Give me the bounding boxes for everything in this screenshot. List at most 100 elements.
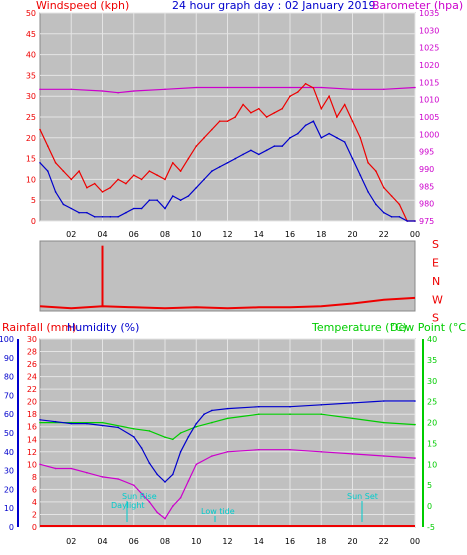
tick-label-humidity: 0	[9, 523, 14, 532]
annotation-sun-set: Sun Set	[347, 492, 378, 501]
windgust-line-point	[164, 178, 166, 181]
windgust-line-point	[218, 120, 221, 122]
tick-label-barometer: 1000	[419, 130, 439, 139]
windgust-line-point	[351, 120, 354, 122]
windspeed-line-point	[187, 195, 190, 197]
tick-label-hour: 08	[160, 230, 170, 239]
tick-label-hour: 16	[285, 537, 295, 546]
windgust-line-point	[140, 178, 143, 181]
windgust-line-point	[187, 157, 190, 160]
tick-label-temperature: 25	[427, 398, 437, 407]
annotation-low-tide: Low tide	[201, 507, 235, 516]
humidity-line	[39, 400, 415, 483]
windspeed-line-point	[406, 220, 409, 222]
tick-label-hour: 02	[66, 537, 76, 546]
tick-label-windspeed: 25	[26, 113, 36, 122]
tick-label-hour: 00	[410, 230, 420, 239]
windgust-line-point	[289, 95, 291, 97]
barometer-line-point	[289, 86, 291, 89]
tick-label-windspeed: 35	[26, 71, 36, 80]
tick-label-windspeed: 30	[26, 92, 36, 101]
windgust-line-point	[336, 116, 338, 118]
windgust-line-point	[179, 170, 182, 172]
windgust-line-point	[383, 186, 385, 189]
windgust-line-point	[304, 82, 307, 85]
humidity-line-point	[179, 451, 182, 453]
windspeed-line-point	[156, 199, 158, 201]
windspeed-line-point	[172, 195, 174, 197]
windgust-line-point	[398, 203, 401, 206]
windspeed-line-point	[133, 207, 135, 210]
windspeed-line-point	[226, 162, 229, 164]
tick-label-windspeed: 40	[26, 51, 36, 60]
windspeed-line-point	[39, 162, 41, 164]
windgust-line-point	[93, 182, 96, 185]
temperature-line-point	[289, 413, 291, 416]
tick-label-hour: 10	[191, 537, 201, 546]
barometer-axis-label: Barometer (hpa)	[372, 0, 463, 12]
tick-label-hour: 22	[379, 230, 389, 239]
windspeed-line-point	[336, 137, 338, 139]
windspeed-line-point	[211, 170, 213, 172]
temperature-line-point	[133, 428, 135, 430]
direction-label: E	[432, 256, 439, 269]
windspeed-line-point	[328, 132, 330, 135]
windgust-line-point	[320, 107, 323, 110]
tick-label-humidity: 10	[4, 504, 14, 513]
humidity-line-point	[320, 404, 323, 406]
windgust-line-point	[148, 170, 151, 172]
tick-label-barometer: 1030	[419, 26, 439, 35]
tick-label-hour: 14	[254, 537, 264, 546]
dewpoint-line-point	[156, 511, 158, 514]
temperature-line-point	[226, 417, 229, 420]
dewpoint-line-point	[226, 451, 229, 453]
tick-label-humidity: 80	[4, 373, 14, 382]
tick-label-barometer: 1020	[419, 61, 439, 70]
barometer-line	[40, 86, 416, 94]
tick-label-rainfall: 12	[27, 448, 37, 457]
windgust-line-point	[133, 174, 135, 176]
windgust-line-point	[117, 178, 119, 181]
humidity-line-point	[195, 422, 198, 425]
windspeed-line-point	[86, 211, 88, 214]
humidity-axis-label: Humidity (%)	[67, 321, 139, 334]
dewpoint-line-point	[383, 455, 385, 457]
direction-label: S	[432, 238, 439, 251]
windspeed-line-point	[117, 216, 119, 218]
windspeed-line-point	[343, 141, 346, 143]
tick-label-windspeed: 15	[26, 155, 36, 164]
humidity-line-point	[70, 422, 73, 425]
barometer-line-point	[414, 86, 416, 89]
temperature-line-point	[258, 413, 260, 416]
windgust-line-point	[70, 178, 73, 181]
barometer-line-point	[117, 91, 119, 94]
dewpoint-line-point	[148, 501, 151, 503]
barometer-line-point	[320, 86, 323, 89]
tick-label-temperature: 30	[427, 377, 437, 386]
direction-panel	[39, 240, 416, 312]
tick-label-rainfall: 4	[32, 498, 37, 507]
windspeed-line-point	[203, 178, 205, 181]
windgust-line-point	[62, 170, 65, 172]
temperature-line-point	[351, 417, 354, 420]
tick-label-humidity: 90	[4, 354, 14, 363]
humidity-line-point	[187, 436, 190, 438]
dewpoint-axis-label: Dew Point (°C)	[390, 321, 467, 334]
tick-label-barometer: 1025	[419, 44, 439, 53]
tick-label-hour: 20	[347, 537, 357, 546]
humidity-line-point	[351, 402, 354, 404]
windspeed-line-point	[179, 199, 182, 201]
direction-label: S	[432, 312, 439, 325]
dewpoint-line-point	[187, 480, 190, 482]
dewpoint-line-point	[70, 467, 73, 470]
humidity-line-point	[203, 413, 205, 416]
tick-label-humidity: 100	[0, 335, 14, 344]
tick-label-humidity: 20	[4, 485, 14, 494]
windspeed-line-point	[383, 211, 385, 214]
tick-label-rainfall: 8	[32, 473, 37, 482]
tick-label-barometer: 1005	[419, 113, 439, 122]
temperature-axis-label: Temperature (°C)	[311, 321, 407, 334]
temperature-line-point	[101, 421, 104, 424]
windspeed-line-point	[62, 203, 65, 206]
